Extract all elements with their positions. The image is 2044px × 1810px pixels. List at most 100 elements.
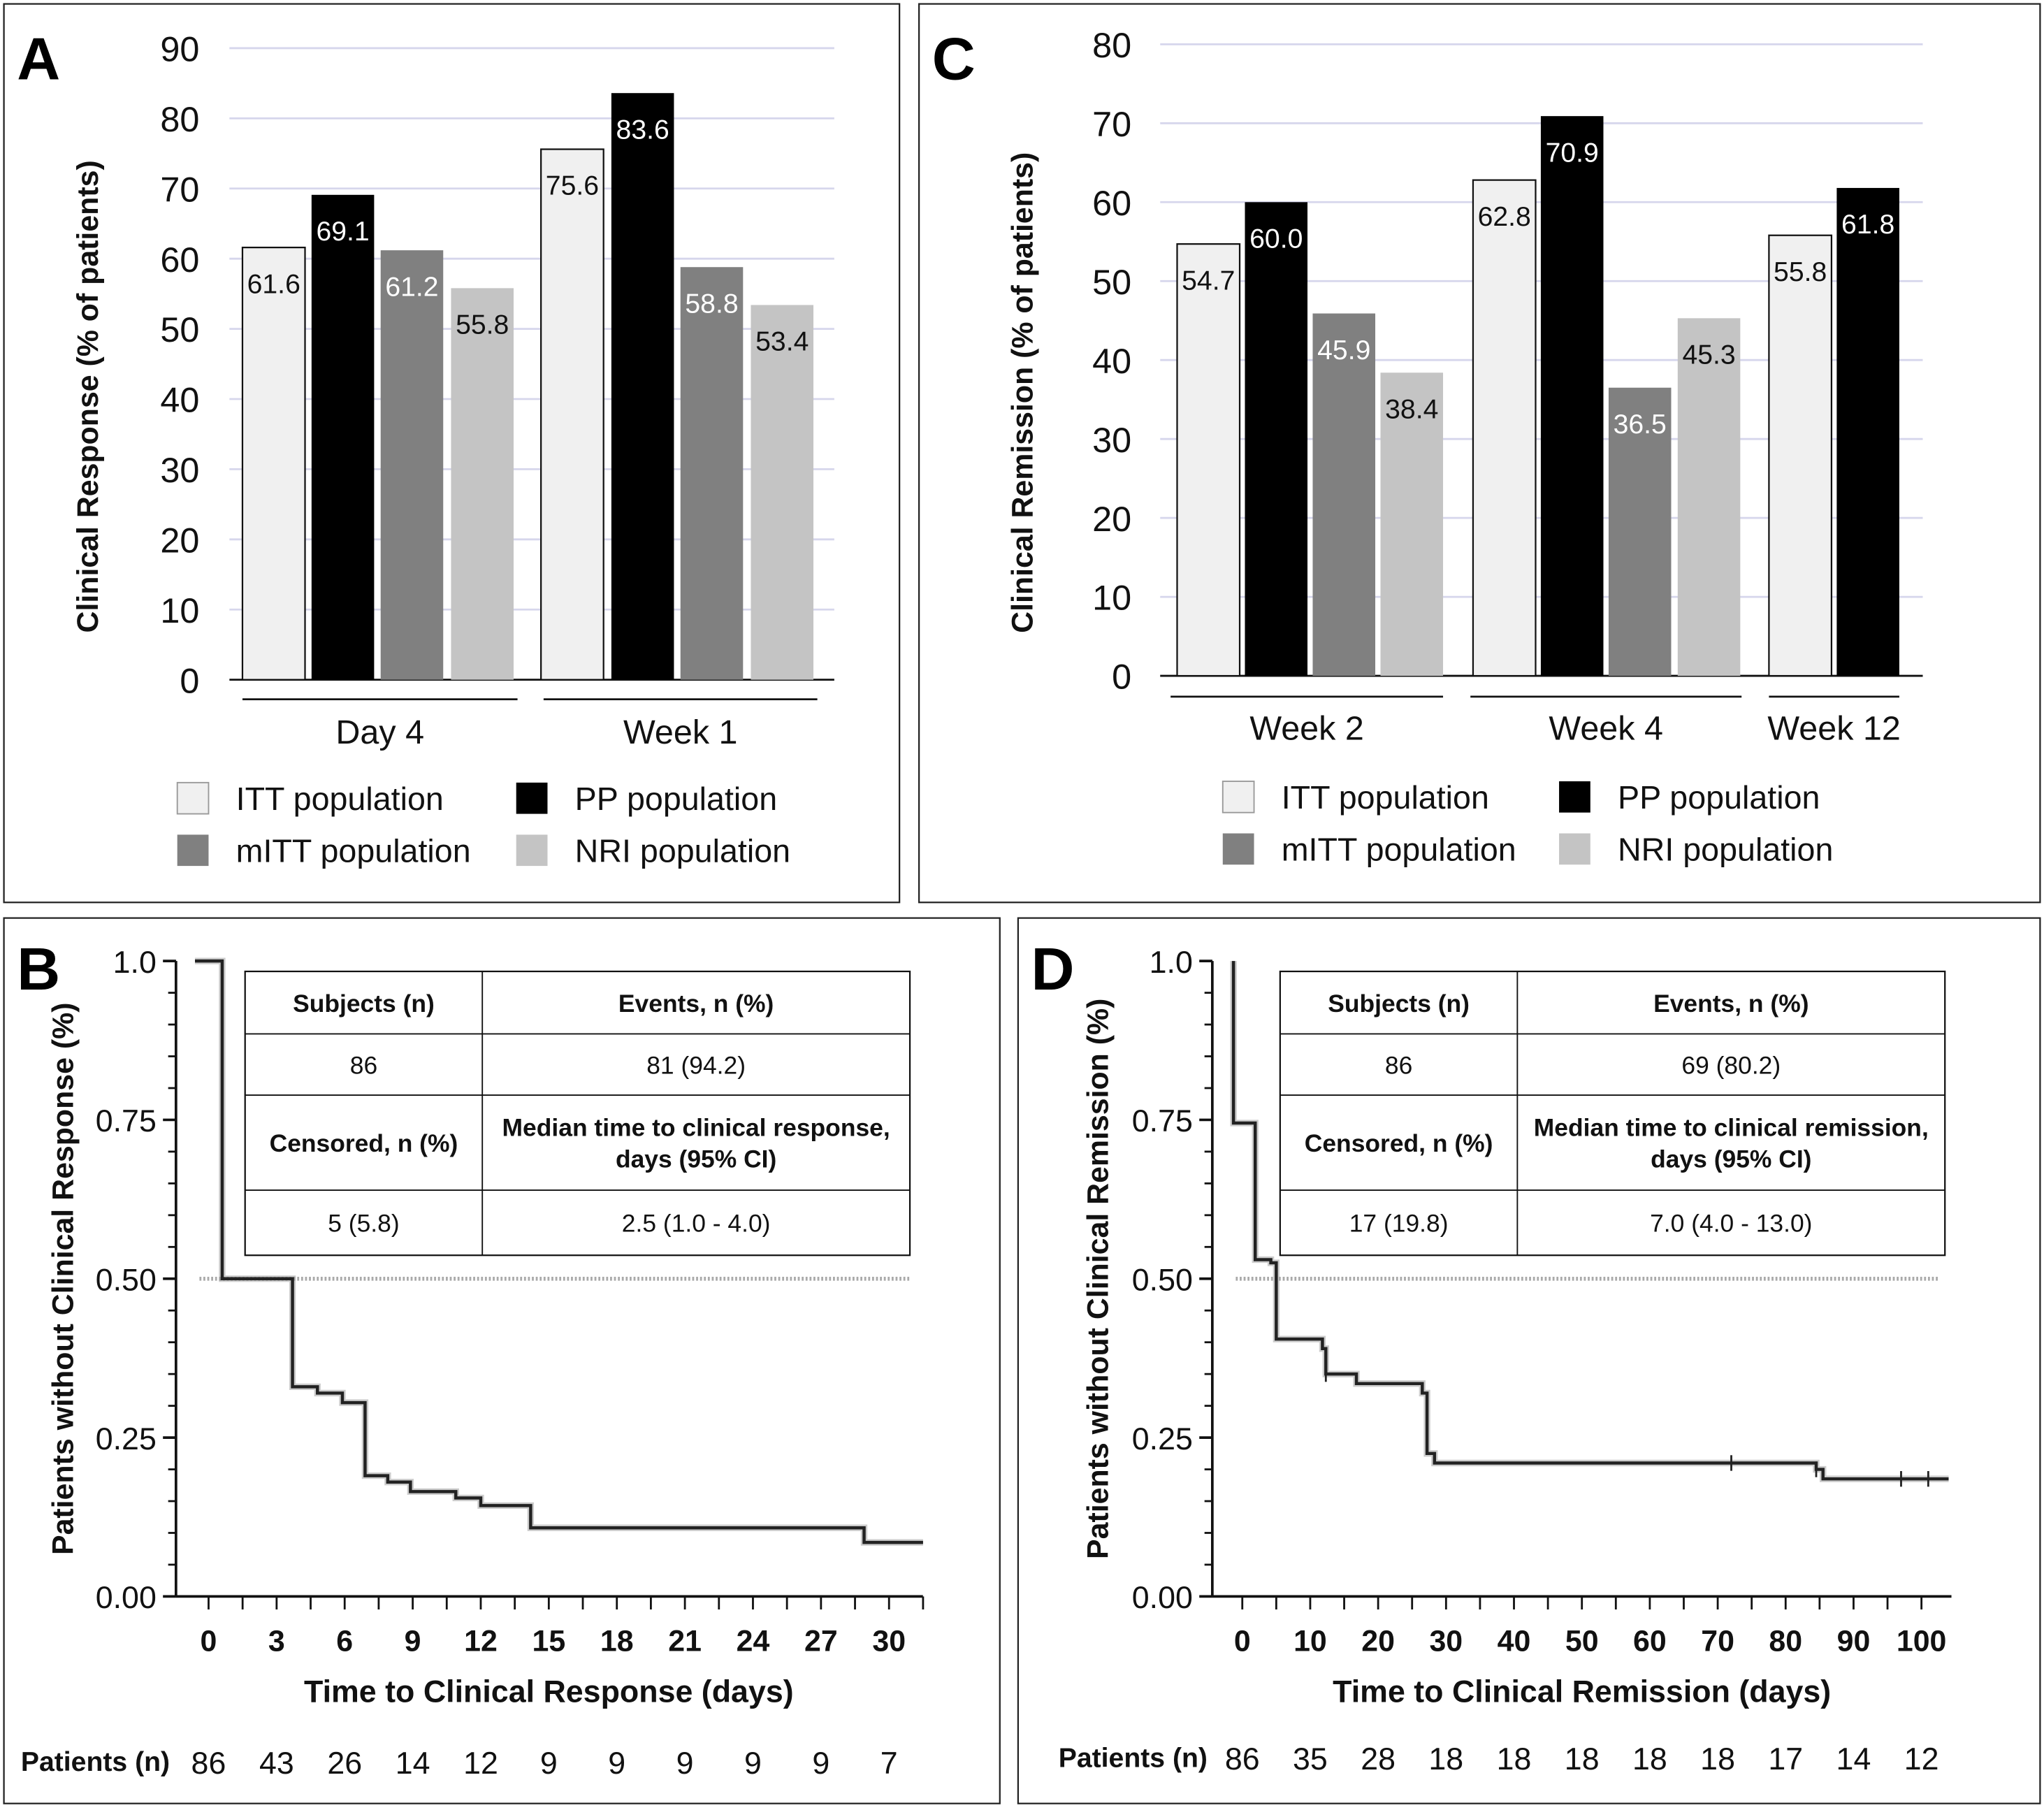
legend-item: PP population [516,781,777,817]
bar-mitt [1312,313,1376,676]
y-tick-label: 0.75 [1132,1103,1193,1138]
legend-swatch-mitt [1222,833,1254,865]
x-tick-label: 27 [804,1625,838,1658]
x-tick-label: 6 [336,1625,353,1658]
bar-nri [1380,372,1444,676]
panel-letter: D [1031,936,1075,1003]
patients-at-risk-value: 17 [1768,1742,1803,1776]
legend-swatch-mitt [177,834,209,867]
panel-border [3,917,1001,1804]
legend-label: PP population [575,781,777,817]
y-tick-label: 0.00 [1132,1580,1193,1615]
table-cell: 17 (19.8) [1349,1210,1449,1238]
y-tick-label: 0.75 [96,1103,157,1138]
patients-at-risk-value: 7 [880,1746,898,1781]
bar-value-label: 69.1 [316,217,369,247]
panel-d: D 0.00 0.25 0.50 0.75 1.0 0 10 20 30 40 50 60 70 80 90 1… [1017,917,2041,1804]
bar-mitt [680,267,744,680]
y-tick-label: 20 [160,520,199,560]
x-tick-label: 18 [600,1625,634,1658]
x-tick-label: 9 [405,1625,421,1658]
bar-value-label: 60.0 [1249,224,1303,254]
legend-swatch-itt [1222,781,1255,813]
y-axis-title: Clinical Remission (% of patients) [1006,152,1039,633]
bar-value-label: 54.7 [1182,266,1235,296]
table-border [1279,970,1946,1257]
bar-pp [1836,187,1899,676]
summary-table: Subjects (n) Events, n (%) 86 81 (94.2) Cens… [244,970,911,1257]
survival-curve [194,959,923,1544]
x-tick-label: 50 [1565,1625,1599,1658]
x-tick-label: 90 [1837,1625,1871,1658]
patients-at-risk-value: 9 [540,1746,558,1781]
y-tick-label: 0 [180,660,199,700]
legend-label: ITT population [236,781,444,817]
panel-c: C 0 10 20 30 40 50 60 70 80 Clinical Remission (% … [918,3,2041,904]
table-cell: Censored, n (%) [270,1129,458,1157]
risk-table-label: Patients (n) [21,1747,170,1777]
bar-pp [611,93,674,680]
y-tick-label: 1.0 [1150,945,1193,980]
bar-pp [1540,116,1604,676]
y-tick-label: 90 [160,29,199,69]
bar-nri [751,305,814,680]
legend-item: mITT population [177,833,471,869]
y-axis-title: Patients without Clinical Response (%) [46,1003,80,1555]
legend-item: NRI population [1559,832,1833,868]
bar-nri [1677,318,1741,676]
legend-label: NRI population [575,833,790,869]
x-tick-label: 10 [1293,1625,1327,1658]
y-tick-label: 0.25 [96,1421,157,1456]
legend-item: ITT population [176,781,444,817]
bar-value-label: 70.9 [1546,138,1599,168]
x-tick-label: 0 [1234,1625,1251,1658]
patients-at-risk-value: 18 [1428,1742,1463,1776]
panel-letter: B [17,936,60,1003]
x-tick-label: 70 [1701,1625,1734,1658]
bar-value-label: 75.6 [546,171,599,201]
y-tick-label: 80 [1092,25,1131,65]
bar-itt [241,246,306,681]
table-cell: 7.0 (4.0 - 13.0) [1650,1210,1812,1238]
patients-at-risk-value: 14 [1836,1742,1871,1776]
y-tick-label: 0.25 [1132,1421,1193,1456]
category-label: Week 2 [1249,709,1364,747]
legend-label: PP population [1618,779,1820,816]
table-cell: days (95% CI) [616,1145,776,1173]
x-axis-title: Time to Clinical Response (days) [304,1674,794,1709]
legend-swatch-pp [516,782,548,814]
risk-table: Patients (n) 86 35 28 18 18 18 18 18 17 14 12 [1059,1742,1939,1776]
y-tick-label: 80 [160,99,199,139]
y-tick-label: 30 [1092,420,1131,460]
patients-at-risk-value: 14 [396,1746,430,1781]
bar-value-label: 38.4 [1385,395,1438,425]
bar-itt [1768,234,1833,677]
patients-at-risk-value: 9 [608,1746,625,1781]
x-tick-label: 0 [201,1625,217,1658]
category-label: Week 4 [1549,709,1663,747]
y-tick-label: 10 [160,591,199,630]
y-tick-label: 0.50 [1132,1263,1193,1298]
y-tick-label: 30 [160,450,199,490]
y-tick-label: 60 [1092,183,1131,223]
bar-value-label: 83.6 [616,115,669,145]
y-tick-label: 10 [1092,578,1131,618]
patients-at-risk-value: 9 [812,1746,829,1781]
table-cell: Subjects (n) [1328,990,1470,1018]
x-tick-label: 100 [1897,1625,1947,1658]
table-border [244,970,911,1257]
table-cell: 2.5 (1.0 - 4.0) [622,1210,771,1238]
bar-pp [311,194,375,680]
table-cell: days (95% CI) [1651,1145,1811,1173]
patients-at-risk-value: 12 [463,1746,498,1781]
bar-value-label: 61.8 [1841,210,1894,240]
y-tick-label: 70 [160,169,199,209]
risk-table-label: Patients (n) [1059,1744,1208,1774]
bar-value-label: 61.6 [247,269,300,299]
y-tick-label: 0.00 [96,1580,157,1615]
category-label: Week 12 [1767,709,1901,747]
patients-at-risk-value: 9 [676,1746,694,1781]
y-axis-title: Patients without Clinical Remission (%) [1082,999,1115,1559]
patients-at-risk-value: 18 [1497,1742,1532,1776]
